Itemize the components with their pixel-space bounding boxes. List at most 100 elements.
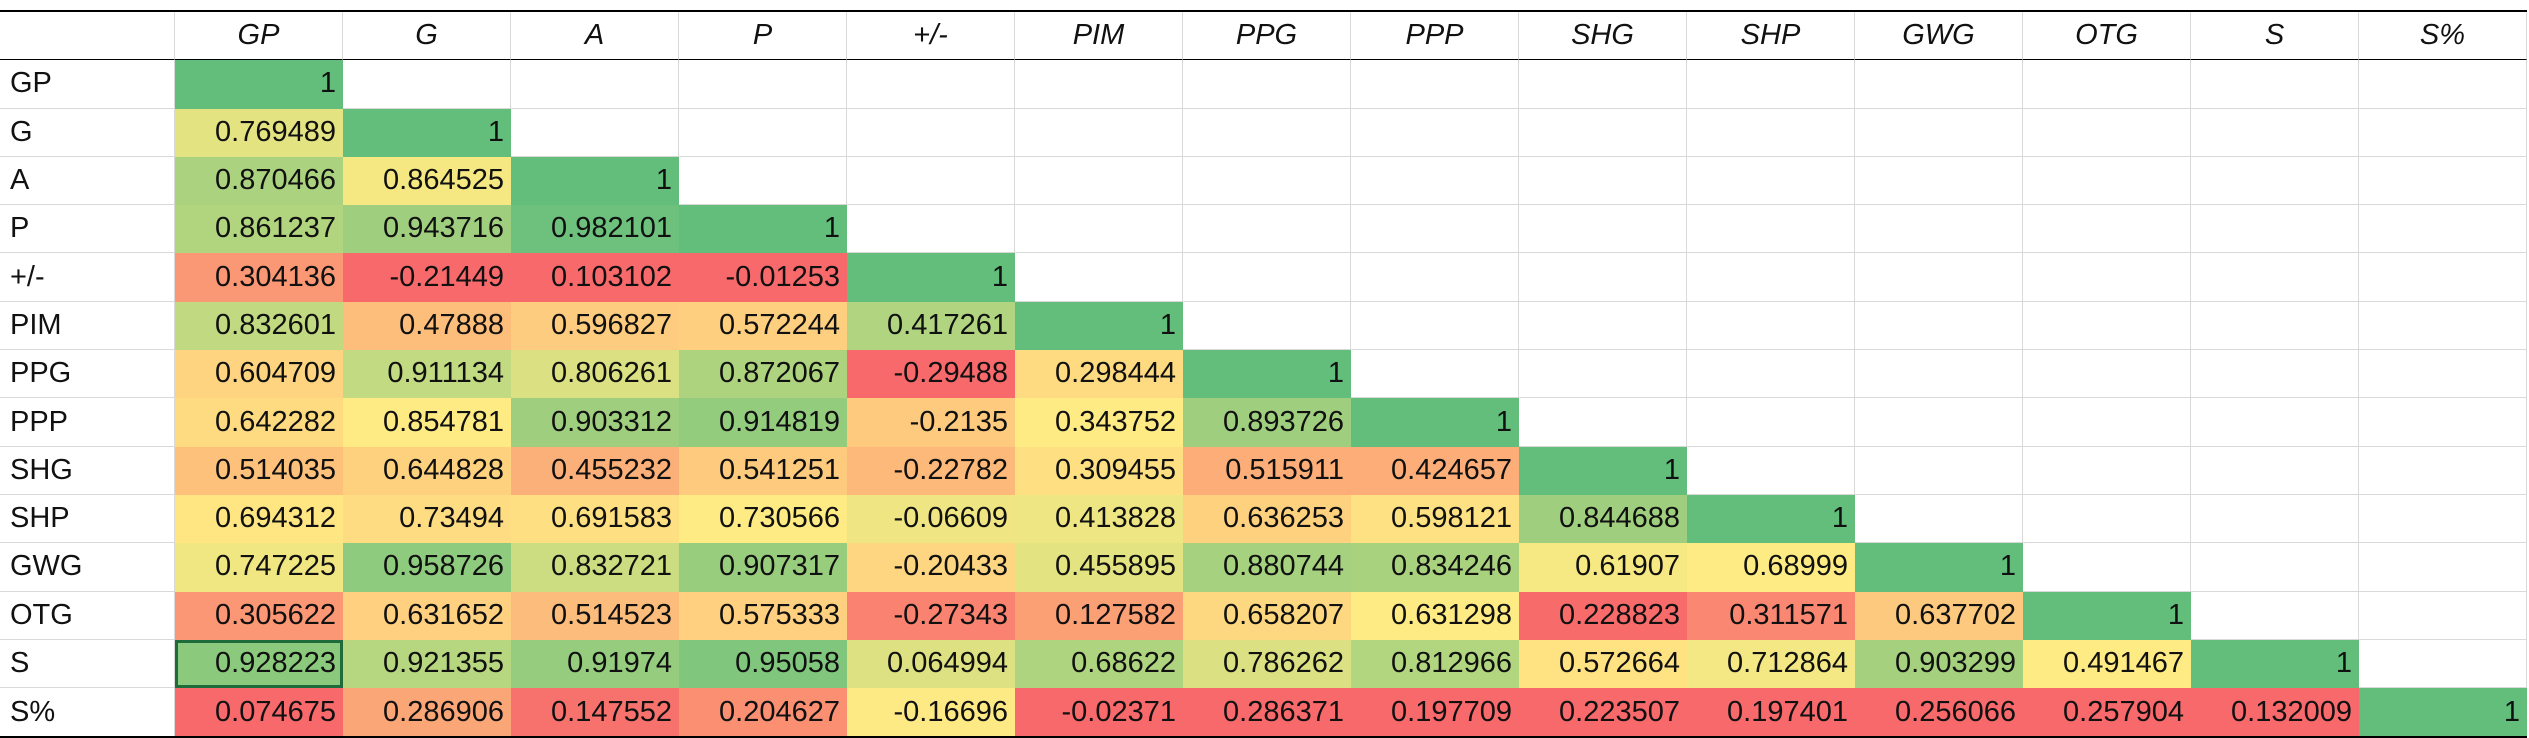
matrix-cell[interactable] [1855,156,2023,206]
matrix-cell[interactable] [2359,156,2527,206]
matrix-cell[interactable] [2191,543,2359,592]
matrix-cell[interactable] [1351,205,1519,254]
matrix-cell[interactable]: 0.228823 [1519,591,1687,640]
matrix-cell[interactable] [2191,156,2359,206]
matrix-cell[interactable] [1015,108,1183,157]
matrix-cell[interactable] [2191,301,2359,351]
matrix-cell[interactable] [2023,446,2191,495]
matrix-cell[interactable] [2191,398,2359,447]
matrix-cell[interactable]: -0.22782 [847,446,1015,495]
matrix-cell[interactable]: 0.691583 [511,494,679,544]
matrix-cell[interactable]: 0.103102 [511,253,679,302]
matrix-cell[interactable]: -0.01253 [679,253,847,302]
matrix-cell[interactable] [1687,350,1855,399]
matrix-cell[interactable]: 1 [1855,543,2023,592]
matrix-cell[interactable]: 0.127582 [1015,591,1183,640]
matrix-cell[interactable]: 1 [343,108,511,157]
matrix-cell[interactable] [847,108,1015,157]
matrix-cell[interactable]: 0.921355 [343,639,511,689]
matrix-cell[interactable]: 0.73494 [343,494,511,544]
matrix-cell[interactable]: 1 [847,253,1015,302]
matrix-cell[interactable]: 0.832721 [511,543,679,592]
matrix-cell[interactable]: 0.197401 [1687,688,1855,737]
column-header[interactable]: S% [2359,12,2527,61]
matrix-cell[interactable] [2023,301,2191,351]
matrix-cell[interactable] [1519,156,1687,206]
matrix-cell[interactable] [1015,156,1183,206]
matrix-cell[interactable]: 0.309455 [1015,446,1183,495]
matrix-cell[interactable]: 0.604709 [175,350,343,399]
matrix-cell[interactable]: 0.832601 [175,301,343,351]
matrix-cell[interactable] [2359,253,2527,302]
matrix-cell[interactable] [2023,253,2191,302]
matrix-cell[interactable] [511,60,679,109]
matrix-cell[interactable]: 0.223507 [1519,688,1687,737]
matrix-cell[interactable]: 0.311571 [1687,591,1855,640]
matrix-cell[interactable]: 0.413828 [1015,494,1183,544]
matrix-cell[interactable]: 0.91974 [511,639,679,689]
matrix-cell[interactable] [1183,301,1351,351]
matrix-cell[interactable] [2191,494,2359,544]
matrix-cell[interactable]: 0.903312 [511,398,679,447]
matrix-cell[interactable] [847,156,1015,206]
matrix-cell[interactable] [2359,639,2527,689]
matrix-cell[interactable] [1015,60,1183,109]
matrix-cell[interactable]: 1 [1687,494,1855,544]
matrix-cell[interactable] [1855,350,2023,399]
matrix-cell[interactable]: -0.29488 [847,350,1015,399]
matrix-cell[interactable] [1687,398,1855,447]
matrix-cell[interactable]: -0.27343 [847,591,1015,640]
matrix-cell[interactable]: 0.256066 [1855,688,2023,737]
matrix-cell[interactable]: 0.95058 [679,639,847,689]
matrix-cell[interactable]: 0.861237 [175,205,343,254]
matrix-cell[interactable]: 0.68999 [1687,543,1855,592]
matrix-cell[interactable]: -0.02371 [1015,688,1183,737]
row-label[interactable]: PIM [0,301,175,351]
matrix-cell[interactable]: 0.636253 [1183,494,1351,544]
matrix-cell[interactable]: 0.491467 [2023,639,2191,689]
column-header[interactable]: OTG [2023,12,2191,61]
matrix-cell[interactable] [1351,156,1519,206]
matrix-cell[interactable]: 1 [2191,639,2359,689]
matrix-cell[interactable]: 0.298444 [1015,350,1183,399]
row-label[interactable]: S% [0,688,175,737]
matrix-cell[interactable] [1855,398,2023,447]
matrix-cell[interactable] [1351,108,1519,157]
row-label[interactable]: SHP [0,494,175,544]
matrix-cell[interactable] [847,60,1015,109]
matrix-cell[interactable]: 0.147552 [511,688,679,737]
matrix-cell[interactable] [1351,253,1519,302]
matrix-cell[interactable] [1687,446,1855,495]
matrix-cell[interactable]: 1 [2359,688,2527,737]
matrix-cell[interactable] [2023,350,2191,399]
matrix-cell[interactable]: 0.907317 [679,543,847,592]
column-header[interactable]: GWG [1855,12,2023,61]
row-label[interactable]: G [0,108,175,157]
matrix-cell[interactable]: 0.844688 [1519,494,1687,544]
matrix-cell[interactable]: 0.903299 [1855,639,2023,689]
matrix-cell[interactable]: 0.541251 [679,446,847,495]
row-label[interactable]: A [0,156,175,206]
matrix-cell[interactable] [2359,60,2527,109]
column-header[interactable]: PPP [1351,12,1519,61]
matrix-cell[interactable] [2191,350,2359,399]
matrix-cell[interactable] [2023,108,2191,157]
matrix-cell[interactable] [2191,446,2359,495]
matrix-cell[interactable]: 0.417261 [847,301,1015,351]
matrix-cell[interactable]: 0.515911 [1183,446,1351,495]
matrix-cell[interactable] [1015,253,1183,302]
matrix-cell[interactable]: 0.786262 [1183,639,1351,689]
matrix-cell[interactable]: 1 [1519,446,1687,495]
matrix-cell[interactable]: 1 [511,156,679,206]
matrix-cell[interactable]: 0.943716 [343,205,511,254]
matrix-cell[interactable]: 0.631652 [343,591,511,640]
matrix-cell[interactable] [1855,108,2023,157]
column-header[interactable]: S [2191,12,2359,61]
matrix-cell[interactable]: 0.596827 [511,301,679,351]
matrix-cell[interactable]: 0.204627 [679,688,847,737]
matrix-cell[interactable]: 0.812966 [1351,639,1519,689]
matrix-cell[interactable]: 0.854781 [343,398,511,447]
row-label[interactable]: GP [0,60,175,109]
matrix-cell[interactable]: 0.343752 [1015,398,1183,447]
matrix-cell[interactable] [1519,108,1687,157]
